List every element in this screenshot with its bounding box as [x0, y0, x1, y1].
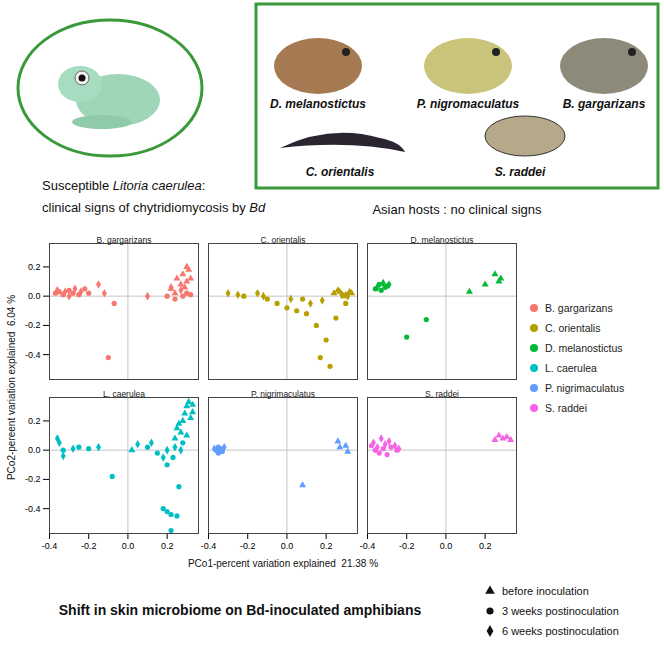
html-text:C. orientalis: C. orientalis	[545, 322, 601, 334]
svg-text:3 weeks postinoculation: 3 weeks postinoculation	[502, 605, 619, 617]
svg-text:clinical signs of chytridiomyc: clinical signs of chytridiomycosis by Bd	[42, 200, 266, 215]
svg-text:0.2: 0.2	[479, 541, 492, 551]
html-text:S. raddei: S. raddei	[545, 402, 587, 414]
svg-text:-0.4: -0.4	[25, 504, 41, 514]
svg-text:0.0: 0.0	[281, 541, 294, 551]
svg-text:D. melanostictus: D. melanostictus	[411, 235, 474, 245]
svg-text:C. orientalis: C. orientalis	[261, 235, 306, 245]
svg-text:Shift in skin microbiome on Bd: Shift in skin microbiome on Bd-inoculate…	[59, 602, 422, 618]
svg-text:S. raddei: S. raddei	[425, 389, 459, 399]
svg-text:0.2: 0.2	[28, 416, 41, 426]
html-text:L. caerulea: L. caerulea	[545, 362, 597, 374]
svg-text:0.0: 0.0	[28, 291, 41, 301]
svg-text:L. caerulea: L. caerulea	[103, 389, 145, 399]
svg-text:PCo2-pereent variation explain: PCo2-pereent variation explained 6.04 %	[6, 295, 17, 480]
html-text:P. nigrimaculatus: P. nigrimaculatus	[545, 382, 625, 394]
svg-text:0.2: 0.2	[28, 262, 41, 272]
svg-text:C. orientalis: C. orientalis	[306, 165, 375, 179]
svg-text:before inoculation: before inoculation	[502, 585, 589, 597]
svg-text:-0.2: -0.2	[81, 541, 97, 551]
svg-text:0.0: 0.0	[440, 541, 453, 551]
svg-text:B. gargarizans: B. gargarizans	[563, 97, 646, 111]
svg-text:-0.4: -0.4	[25, 350, 41, 360]
svg-text:0.2: 0.2	[320, 541, 333, 551]
svg-text:B. gargarizans: B. gargarizans	[97, 235, 152, 245]
svg-text:-0.4: -0.4	[42, 541, 58, 551]
svg-text:P. nigrimaculatus: P. nigrimaculatus	[251, 389, 315, 399]
svg-text:Asian hosts : no clinical sign: Asian hosts : no clinical signs	[372, 202, 542, 217]
svg-text:-0.2: -0.2	[25, 320, 41, 330]
svg-text:6 weeks postinoculation: 6 weeks postinoculation	[502, 625, 619, 637]
html-text:D. melanostictus: D. melanostictus	[545, 342, 623, 354]
svg-text:-0.4: -0.4	[360, 541, 376, 551]
svg-text:Susceptible Litoria caerulea:: Susceptible Litoria caerulea:	[42, 178, 205, 193]
svg-text:D. melanostictus: D. melanostictus	[270, 97, 366, 111]
svg-text:-0.2: -0.2	[240, 541, 256, 551]
svg-text:S. raddei: S. raddei	[495, 165, 546, 179]
svg-text:0.0: 0.0	[122, 541, 135, 551]
svg-text:-0.4: -0.4	[201, 541, 217, 551]
svg-text:0.0: 0.0	[28, 445, 41, 455]
svg-text:-0.2: -0.2	[399, 541, 415, 551]
svg-text:-0.2: -0.2	[25, 474, 41, 484]
svg-text:0.2: 0.2	[161, 541, 174, 551]
html-text:B. gargarizans: B. gargarizans	[545, 302, 613, 314]
svg-text:PCo1-percent variation explain: PCo1-percent variation explained 21.38 %	[188, 558, 378, 569]
svg-text:P. nigromaculatus: P. nigromaculatus	[417, 97, 520, 111]
